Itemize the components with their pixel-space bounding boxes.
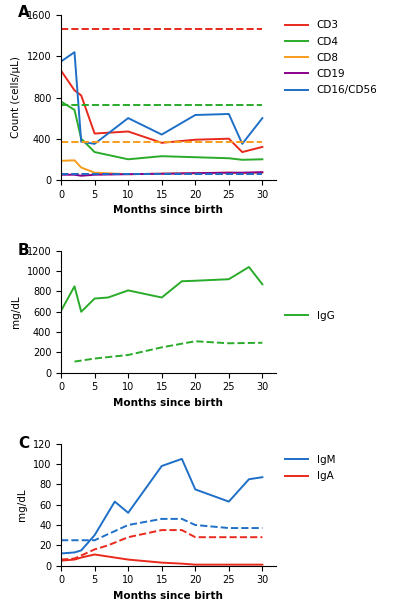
- Legend: CD3, CD4, CD8, CD19, CD16/CD56: CD3, CD4, CD8, CD19, CD16/CD56: [285, 21, 377, 96]
- Y-axis label: mg/dL: mg/dL: [17, 488, 27, 521]
- Text: B: B: [18, 243, 30, 258]
- X-axis label: Months since birth: Months since birth: [113, 205, 223, 215]
- Legend: IgG: IgG: [285, 311, 334, 321]
- Y-axis label: mg/dL: mg/dL: [11, 295, 21, 328]
- Text: C: C: [18, 436, 29, 451]
- X-axis label: Months since birth: Months since birth: [113, 398, 223, 408]
- Y-axis label: Count (cells/μL): Count (cells/μL): [11, 56, 21, 139]
- Text: A: A: [18, 5, 30, 20]
- Legend: IgM, IgA: IgM, IgA: [285, 455, 335, 481]
- X-axis label: Months since birth: Months since birth: [113, 591, 223, 601]
